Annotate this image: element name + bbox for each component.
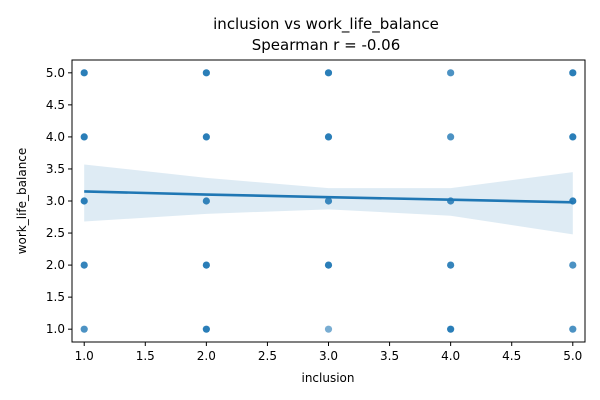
scatter-points-layer xyxy=(80,69,577,333)
scatter-point xyxy=(569,69,577,77)
x-axis-ticks: 1.0 1.5 2.0 2.5 3.0 3.5 4.0 4.5 5.0 xyxy=(75,342,582,363)
y-tick-label: 4.0 xyxy=(46,130,65,144)
scatter-point xyxy=(202,69,210,77)
scatter-point xyxy=(202,325,210,333)
scatter-point xyxy=(569,133,577,141)
scatter-point xyxy=(202,133,210,141)
chart-title: inclusion vs work_life_balance xyxy=(213,15,439,34)
x-axis-label: inclusion xyxy=(301,371,354,385)
x-tick-label: 2.0 xyxy=(197,349,216,363)
scatter-point xyxy=(80,325,88,333)
x-tick-label: 5.0 xyxy=(563,349,582,363)
y-tick-label: 4.5 xyxy=(46,98,65,112)
x-tick-label: 3.0 xyxy=(319,349,338,363)
regression-line xyxy=(84,190,573,204)
x-tick-label: 4.5 xyxy=(502,349,521,363)
scatter-point xyxy=(324,69,333,77)
scatter-point xyxy=(202,261,210,269)
scatter-point xyxy=(80,197,88,205)
scatter-point xyxy=(324,325,333,333)
chart-subtitle: Spearman r = -0.06 xyxy=(252,36,401,54)
regression-line-layer xyxy=(84,190,573,204)
y-tick-label: 1.0 xyxy=(46,322,65,336)
scatter-point xyxy=(202,197,210,205)
scatter-point xyxy=(324,133,333,141)
scatter-point xyxy=(80,133,88,141)
scatter-point xyxy=(80,69,88,77)
y-tick-label: 5.0 xyxy=(46,66,65,80)
scatter-point xyxy=(447,325,455,333)
scatter-point xyxy=(324,197,333,205)
y-tick-label: 1.5 xyxy=(46,290,65,304)
x-tick-label: 1.5 xyxy=(136,349,155,363)
y-tick-label: 2.0 xyxy=(46,258,65,272)
y-tick-label: 3.0 xyxy=(46,194,65,208)
scatter-point xyxy=(447,261,455,269)
y-tick-label: 3.5 xyxy=(46,162,65,176)
scatter-point xyxy=(80,261,88,269)
x-tick-label: 4.0 xyxy=(441,349,460,363)
y-axis-label: work_life_balance xyxy=(15,148,29,255)
scatter-point xyxy=(324,261,333,269)
y-axis-ticks: 1.0 1.5 2.0 2.5 3.0 3.5 4.0 4.5 5.0 xyxy=(46,66,72,336)
x-tick-label: 3.5 xyxy=(380,349,399,363)
x-tick-label: 1.0 xyxy=(75,349,94,363)
scatter-point xyxy=(447,69,455,77)
y-tick-label: 2.5 xyxy=(46,226,65,240)
x-tick-label: 2.5 xyxy=(258,349,277,363)
scatter-point xyxy=(569,325,577,333)
scatter-point xyxy=(447,133,455,141)
scatter-point xyxy=(569,261,577,269)
